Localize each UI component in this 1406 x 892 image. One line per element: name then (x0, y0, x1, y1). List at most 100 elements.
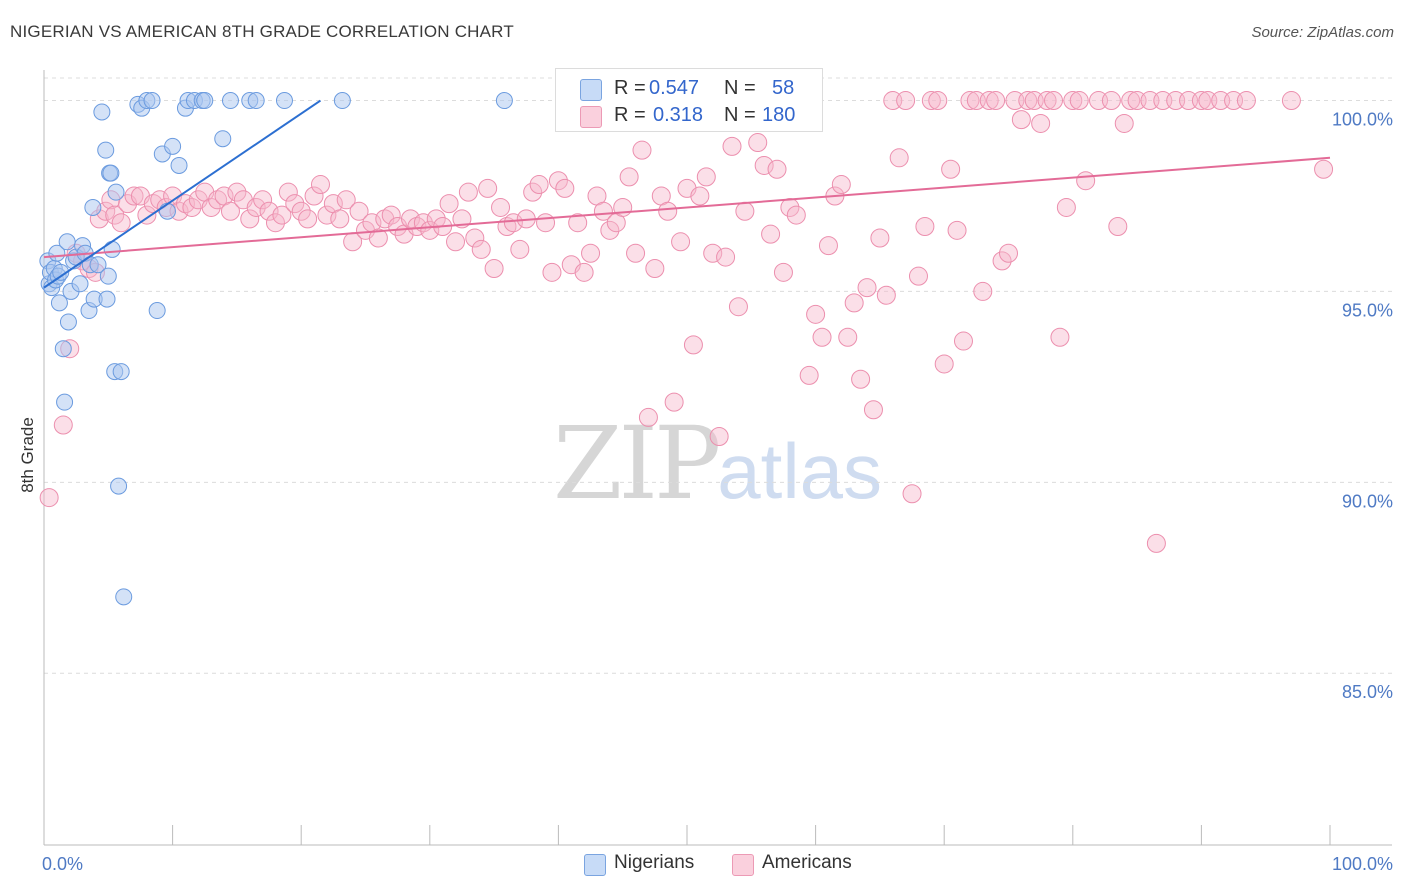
american-point (658, 201, 678, 221)
american-point (452, 209, 472, 229)
american-point (928, 91, 948, 111)
american-point (503, 213, 523, 233)
american-point (548, 171, 568, 191)
nigerian-swatch (580, 79, 602, 101)
n-value: 58 (772, 77, 795, 99)
american-point (754, 155, 774, 175)
american-point (709, 427, 729, 447)
nigerian-point (56, 393, 74, 411)
r-value: 0.547 (649, 77, 700, 99)
american-point (1050, 327, 1070, 347)
american-point (1018, 91, 1038, 111)
american-point (1121, 91, 1141, 111)
x-tick-label-min: 0.0% (42, 854, 83, 874)
stats-row-nigerians: R = 0.547 N = 58 (556, 75, 822, 103)
american-point (632, 140, 652, 160)
american-point (626, 243, 646, 263)
y-tick-label: 95.0% (1342, 300, 1393, 320)
nigerian-point (247, 92, 265, 110)
american-point (716, 247, 736, 267)
stats-legend: R = 0.547 N = 58 R = 0.318 N = 180 (555, 68, 823, 132)
american-point (1011, 110, 1031, 130)
nigerian-point (59, 313, 77, 331)
r-label: R = (614, 77, 646, 99)
american-point (368, 228, 388, 248)
nigerian-point (54, 340, 72, 358)
american-point (619, 167, 639, 187)
american-point (105, 205, 125, 225)
american-point (799, 365, 819, 385)
american-point (291, 201, 311, 221)
american-point (285, 194, 305, 214)
american-point (992, 251, 1012, 271)
american-point (349, 201, 369, 221)
american-point (478, 178, 498, 198)
american-point (896, 91, 916, 111)
american-point (1037, 91, 1057, 111)
american-swatch (580, 106, 602, 128)
american-point (298, 209, 318, 229)
american-point (439, 194, 459, 214)
american-point (381, 205, 401, 225)
american-trend-line (43, 156, 1331, 259)
american-point (780, 197, 800, 217)
american-point (446, 232, 466, 252)
american-point (857, 278, 877, 298)
american-point (1281, 91, 1301, 111)
american-point (182, 197, 202, 217)
american-point (330, 209, 350, 229)
nigerian-point (93, 103, 111, 121)
nigerian-point (110, 477, 128, 495)
american-point (735, 201, 755, 221)
nigerian-point (71, 275, 89, 293)
nigerian-point (115, 588, 133, 606)
american-point (703, 243, 723, 263)
american-point (818, 236, 838, 256)
american-point (510, 239, 530, 259)
american-point (748, 133, 768, 153)
american-point (111, 213, 131, 233)
american-point (876, 285, 896, 305)
american-point (278, 182, 298, 202)
american-point (921, 91, 941, 111)
nigerian-point (333, 92, 351, 110)
american-point (600, 220, 620, 240)
american-point (941, 159, 961, 179)
american-point (973, 281, 993, 301)
american-point (1069, 91, 1089, 111)
nigerian-points (39, 92, 513, 606)
american-point (529, 175, 549, 195)
american-point (908, 266, 928, 286)
american-point (722, 136, 742, 156)
stats-row-americans: R = 0.318 N = 180 (556, 102, 822, 130)
nigerian-point (102, 164, 120, 182)
american-point (831, 175, 851, 195)
n-value: 180 (762, 104, 796, 126)
american-point (979, 91, 999, 111)
american-point (1191, 91, 1211, 111)
american-point (471, 239, 491, 259)
american-point (272, 205, 292, 225)
american-point (767, 159, 787, 179)
american-point (484, 259, 504, 279)
n-label: N = (724, 104, 756, 126)
american-point (39, 488, 59, 508)
american-point (645, 259, 665, 279)
american-point (536, 213, 556, 233)
american-point (870, 228, 890, 248)
nigerian-point (58, 233, 76, 251)
american-point (458, 182, 478, 202)
american-point (1056, 197, 1076, 217)
american-point (889, 148, 909, 168)
american-point (947, 220, 967, 240)
american-point (1063, 91, 1083, 111)
american-point (1044, 91, 1064, 111)
american-point (542, 262, 562, 282)
chart-source: Source: ZipAtlas.com (1251, 24, 1394, 41)
american-point (806, 304, 826, 324)
nigerian-point (214, 130, 232, 148)
nigerian-point (52, 263, 70, 281)
nigerian-point (98, 290, 116, 308)
american-point (690, 186, 710, 206)
american-point (638, 407, 658, 427)
